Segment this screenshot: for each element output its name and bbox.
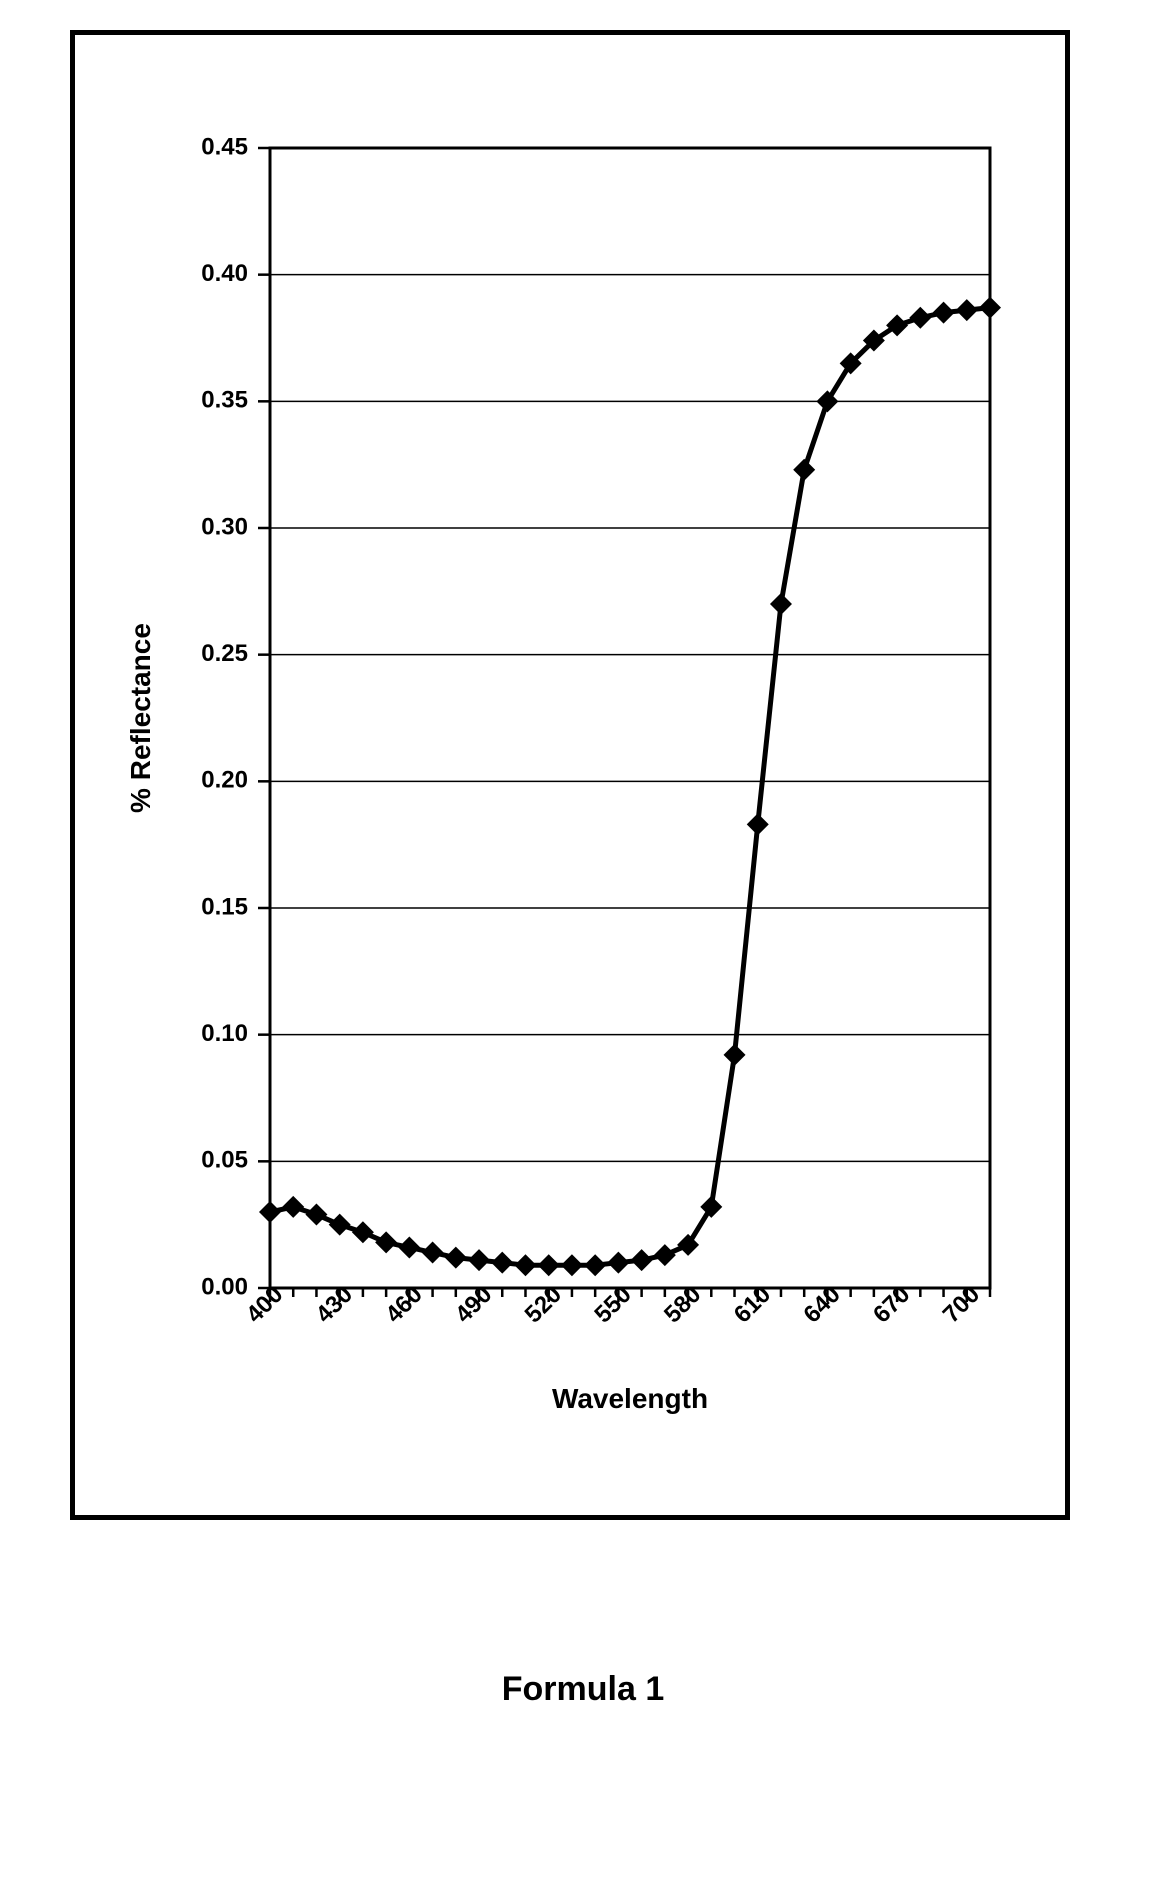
y-tick-label: 0.20 <box>201 767 248 794</box>
y-tick-label: 0.30 <box>201 513 248 540</box>
y-tick-label: 0.40 <box>201 260 248 287</box>
figure-caption: Formula 1 <box>0 1670 1166 1709</box>
plot-border <box>270 148 990 1288</box>
y-tick-label: 0.45 <box>201 133 248 160</box>
y-tick-label: 0.15 <box>201 893 248 920</box>
reflectance-chart: 0.00 0.05 0.10 0.15 0.20 0.25 0.30 0.35 0.40 0.45… <box>90 50 1050 1500</box>
x-axis-title: Wavelength <box>552 1383 708 1414</box>
y-tick-label: 0.35 <box>201 387 248 414</box>
y-axis-title: % Reflectance <box>125 623 156 813</box>
plot-area: 0.00 0.05 0.10 0.15 0.20 0.25 0.30 0.35 0.40 0.45… <box>125 133 1001 1414</box>
y-tick-label: 0.00 <box>201 1273 248 1300</box>
y-tick-label: 0.25 <box>201 640 248 667</box>
y-tick-label: 0.10 <box>201 1020 248 1047</box>
y-tick-label: 0.05 <box>201 1147 248 1174</box>
